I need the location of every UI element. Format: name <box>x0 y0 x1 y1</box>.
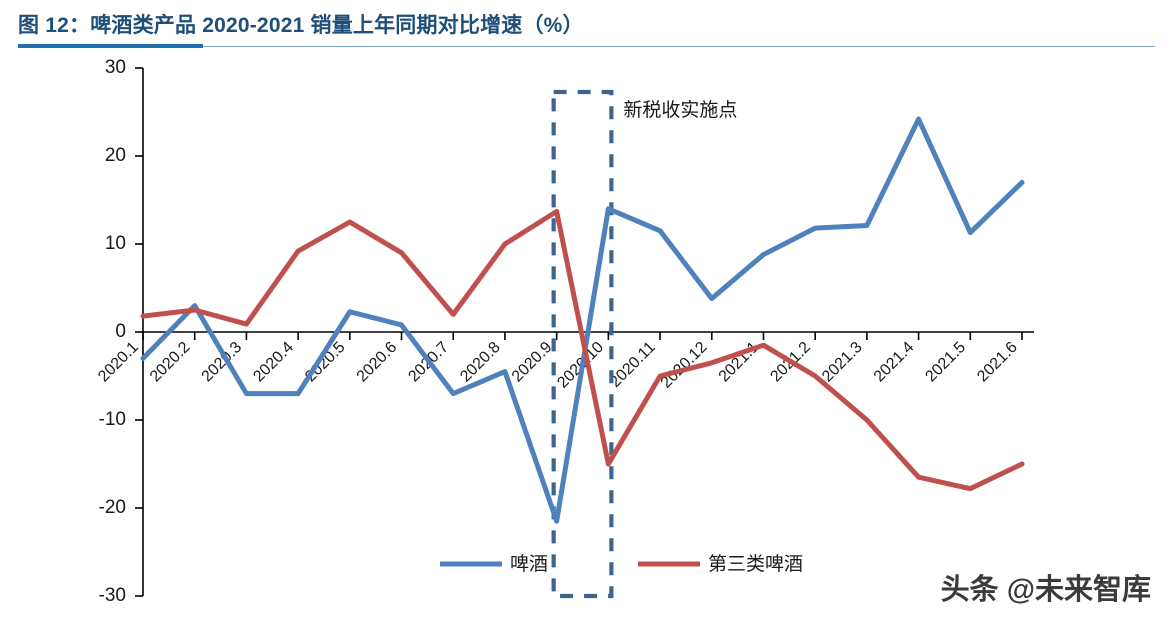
y-axis-tick-labels: 30 20 10 0 -10 -20 -30 <box>99 57 126 606</box>
series-line-beer <box>140 116 1025 524</box>
x-axis-tick-labels: 2020.1 2020.2 2020.3 2020.4 2020.5 2020.6 2020… <box>95 339 1021 392</box>
x-axis-tick-label: 2020.6 <box>354 339 401 386</box>
new-tax-annotation-label: 新税收实施点 <box>623 99 737 121</box>
chart-series-layer <box>140 116 1025 524</box>
legend-label-third-category-beer: 第三类啤酒 <box>708 553 803 575</box>
y-axis-tick-label: 30 <box>105 57 126 78</box>
figure-title-block: 图 12：啤酒类产品 2020-2021 销量上年同期对比增速（%） <box>0 0 1173 50</box>
line-chart: 30 20 10 0 -10 -20 -30 2020.1 2020.2 2020.3 2020.… <box>95 57 1034 606</box>
x-axis-tick-label: 2021.5 <box>922 339 969 386</box>
x-axis-tick-label: 2021.4 <box>871 339 918 386</box>
x-axis-tick-label: 2020.9 <box>509 339 556 386</box>
x-axis-ticks <box>142 332 1023 340</box>
x-axis-tick-label: 2020.11 <box>607 339 659 391</box>
y-axis-tick-label: -30 <box>99 585 126 606</box>
series-line-third-category-beer <box>140 208 1025 492</box>
legend-label-beer: 啤酒 <box>510 553 548 575</box>
new-tax-marker-box <box>551 89 614 599</box>
x-axis-tick-label: 2020.1 <box>95 339 142 386</box>
x-axis-tick-label: 2020.8 <box>457 339 504 386</box>
chart-axes <box>135 67 1034 597</box>
title-divider-thin <box>18 46 1155 47</box>
x-axis-tick-label: 2020.4 <box>250 339 297 386</box>
y-axis-tick-label: 0 <box>115 321 126 342</box>
title-divider-thick <box>18 44 203 48</box>
page-title: 图 12：啤酒类产品 2020-2021 销量上年同期对比增速（%） <box>18 14 584 37</box>
annotation-layer: 新税收实施点 <box>551 89 737 599</box>
y-axis-tick-label: 20 <box>105 145 126 166</box>
y-axis-tick-label: -20 <box>99 497 126 518</box>
y-axis-ticks <box>135 67 143 597</box>
y-axis-tick-label: 10 <box>105 233 126 254</box>
x-axis-tick-label: 2021.3 <box>819 339 866 386</box>
watermark: 头条 @未来智库 <box>940 574 1151 606</box>
y-axis-tick-label: -10 <box>99 409 126 430</box>
chart-legend: 啤酒 第三类啤酒 <box>440 553 803 575</box>
x-axis-tick-label: 2021.6 <box>974 339 1021 386</box>
